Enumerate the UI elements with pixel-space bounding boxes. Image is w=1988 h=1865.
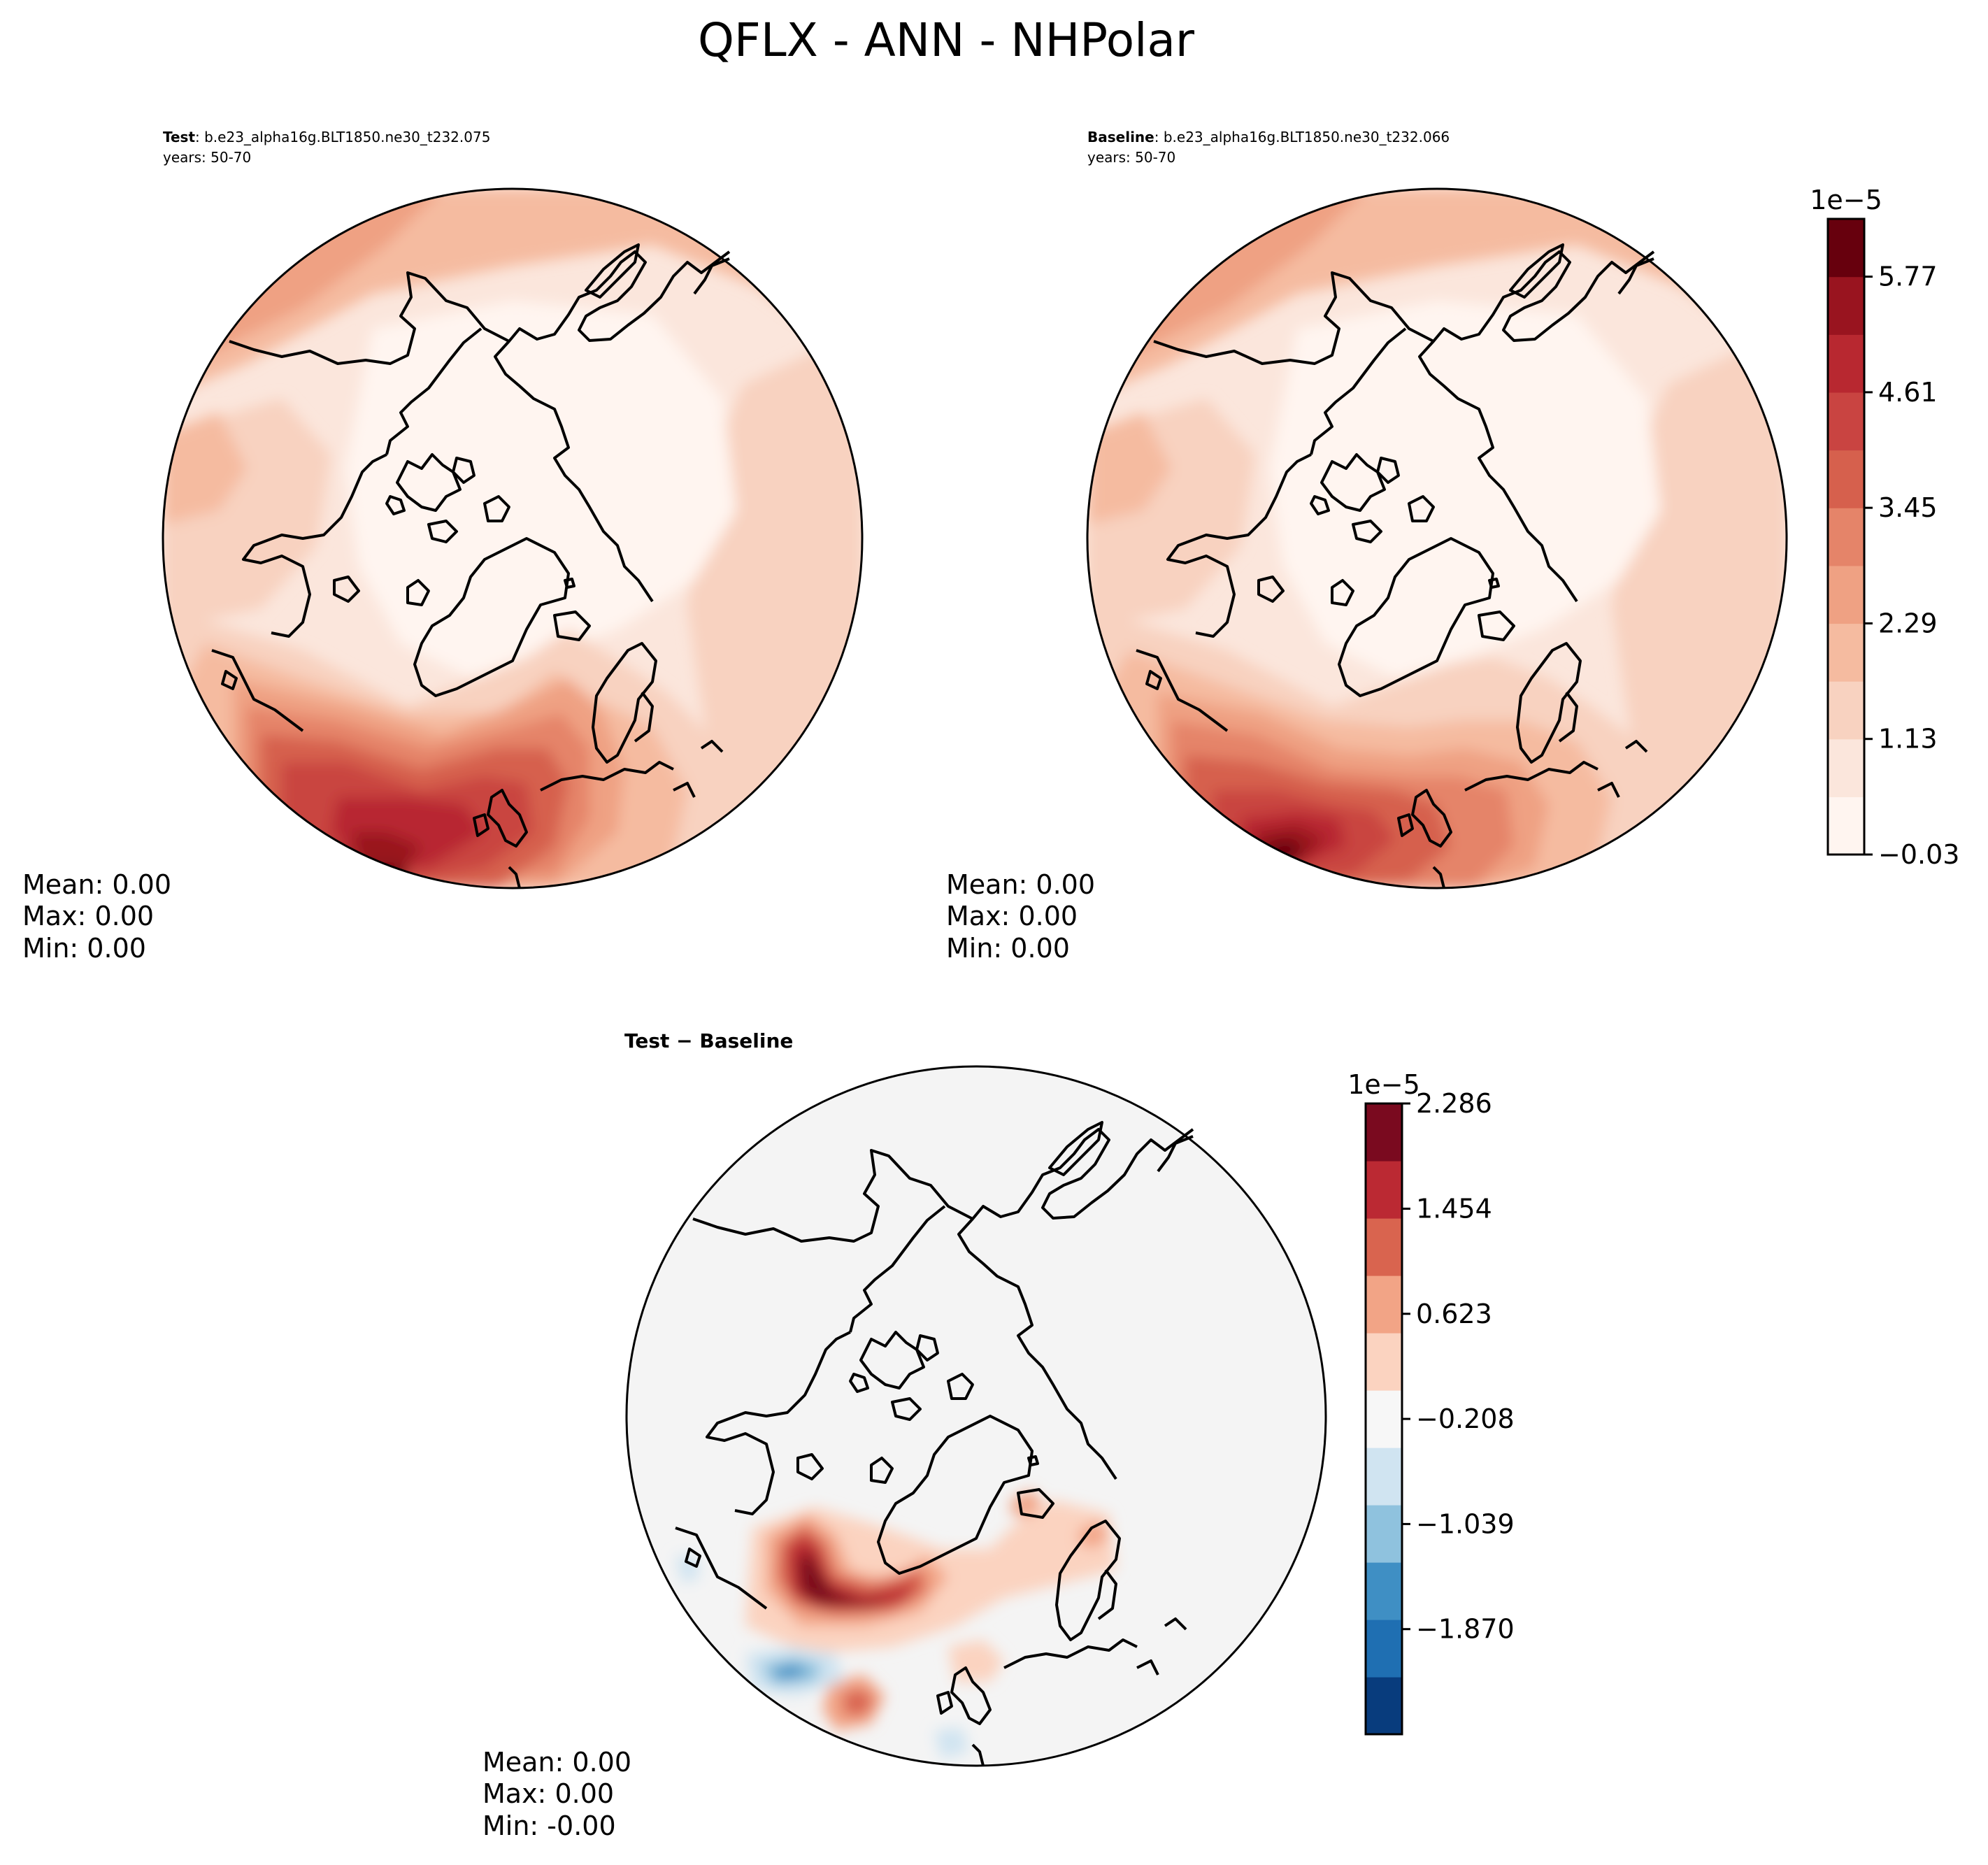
contour-band	[282, 839, 352, 888]
test-panel: Test: b.e23_alpha16g.BLT1850.ne30_t232.0…	[22, 129, 864, 964]
difference-colorbar-tick-label: −1.870	[1416, 1614, 1515, 1645]
baseline-stat-mean: Mean: 0.00	[946, 869, 1095, 900]
absolute-colorbar-segment	[1828, 738, 1864, 797]
absolute-colorbar-segment	[1828, 623, 1864, 682]
difference-panel: Test − Baseline	[482, 1029, 1515, 1841]
difference-colorbar: 1e−52.286 1.454 0.623 −0.208 −1.039 −1.870	[1347, 1069, 1515, 1736]
absolute-colorbar-segment	[1828, 392, 1864, 451]
contour-band	[773, 1664, 808, 1678]
test-map-boundary	[162, 187, 864, 889]
difference-colorbar-tick-label: −0.208	[1416, 1403, 1515, 1434]
test-stat-max: Max: 0.00	[22, 901, 154, 931]
absolute-colorbar-segment	[1828, 565, 1864, 624]
difference-colorbar-tick-label: 0.623	[1416, 1299, 1492, 1329]
difference-colorbar-segment	[1366, 1448, 1402, 1506]
test-stat-mean: Mean: 0.00	[22, 869, 171, 900]
difference-stat-max: Max: 0.00	[482, 1778, 614, 1809]
absolute-colorbar-segment	[1828, 508, 1864, 566]
baseline-years: years: 50-70	[1087, 149, 1175, 166]
figure-title: QFLX - ANN - NHPolar	[698, 13, 1195, 67]
difference-colorbar-segment	[1366, 1562, 1402, 1620]
test-years: years: 50-70	[163, 149, 251, 166]
absolute-colorbar-multiplier: 1e−5	[1810, 185, 1882, 215]
difference-colorbar-segment	[1366, 1103, 1402, 1162]
difference-panel-label: Test − Baseline	[624, 1029, 793, 1052]
difference-colorbar-tick-label: 2.286	[1416, 1088, 1492, 1119]
absolute-colorbar-frame	[1826, 217, 1866, 856]
absolute-colorbar-tick-label: 4.61	[1878, 377, 1938, 408]
absolute-colorbar-tick-label: 3.45	[1878, 492, 1938, 523]
contour-band	[163, 413, 247, 524]
baseline-panel: Baseline: b.e23_alpha16g.BLT1850.ne30_t2…	[946, 129, 1959, 964]
absolute-colorbar-tick-label: 1.13	[1878, 724, 1938, 755]
difference-colorbar-segment	[1366, 1276, 1402, 1334]
contour-band	[345, 301, 736, 678]
difference-colorbar-segment	[1366, 1505, 1402, 1563]
test-label-rest: : b.e23_alpha16g.BLT1850.ne30_t232.075	[195, 129, 490, 145]
difference-map-boundary	[625, 1065, 1327, 1767]
baseline-stat-min: Min: 0.00	[946, 933, 1070, 964]
baseline-label-bold: Baseline	[1087, 129, 1154, 145]
test-stat-min: Min: 0.00	[22, 933, 146, 964]
difference-colorbar-tick-label: −1.039	[1416, 1508, 1515, 1539]
absolute-colorbar-tick-label: 5.77	[1878, 262, 1938, 292]
difference-colorbar-tick-label: 1.454	[1416, 1193, 1492, 1224]
contour-band	[798, 1549, 892, 1606]
baseline-label-rest: : b.e23_alpha16g.BLT1850.ne30_t232.066	[1154, 129, 1450, 145]
difference-colorbar-segment	[1366, 1333, 1402, 1391]
difference-stat-mean: Mean: 0.00	[482, 1747, 631, 1778]
difference-colorbar-segment	[1366, 1390, 1402, 1448]
baseline-polar-map	[1086, 187, 1788, 889]
absolute-colorbar-segment	[1828, 450, 1864, 508]
difference-colorbar-segment	[1366, 1620, 1402, 1678]
contour-band	[1269, 301, 1661, 678]
absolute-colorbar-tick-label: −0.03	[1878, 839, 1959, 870]
difference-stat-min: Min: -0.00	[482, 1810, 616, 1841]
absolute-colorbar-segment	[1828, 796, 1864, 855]
test-label-bold: Test	[163, 129, 195, 145]
difference-polar-map	[625, 1065, 1327, 1767]
difference-colorbar-segment	[1366, 1161, 1402, 1219]
test-polar-map	[162, 187, 864, 889]
baseline-panel-label: Baseline: b.e23_alpha16g.BLT1850.ne30_t2…	[1087, 129, 1450, 145]
contour-band	[1087, 413, 1171, 524]
difference-colorbar-multiplier: 1e−5	[1347, 1069, 1420, 1100]
contour-band	[934, 1727, 969, 1759]
difference-colorbar-segment	[1366, 1677, 1402, 1735]
contour-band	[843, 1689, 875, 1717]
absolute-colorbar-segment	[1828, 681, 1864, 740]
contour-band	[331, 867, 408, 888]
contour-band	[675, 1556, 700, 1584]
absolute-colorbar-tick-label: 2.29	[1878, 608, 1938, 638]
difference-colorbar-segment	[1366, 1218, 1402, 1276]
test-panel-label: Test: b.e23_alpha16g.BLT1850.ne30_t232.0…	[163, 129, 490, 145]
absolute-colorbar: 1e−5 5.77 4.61 3.45 2.29 1.13 −0.03	[1810, 185, 1959, 870]
baseline-stat-max: Max: 0.00	[946, 901, 1078, 931]
absolute-colorbar-segment	[1828, 219, 1864, 278]
contour-band	[1078, 1521, 1109, 1549]
absolute-colorbar-segment	[1828, 334, 1864, 393]
absolute-colorbar-segment	[1828, 276, 1864, 335]
baseline-map-boundary	[1086, 187, 1788, 889]
